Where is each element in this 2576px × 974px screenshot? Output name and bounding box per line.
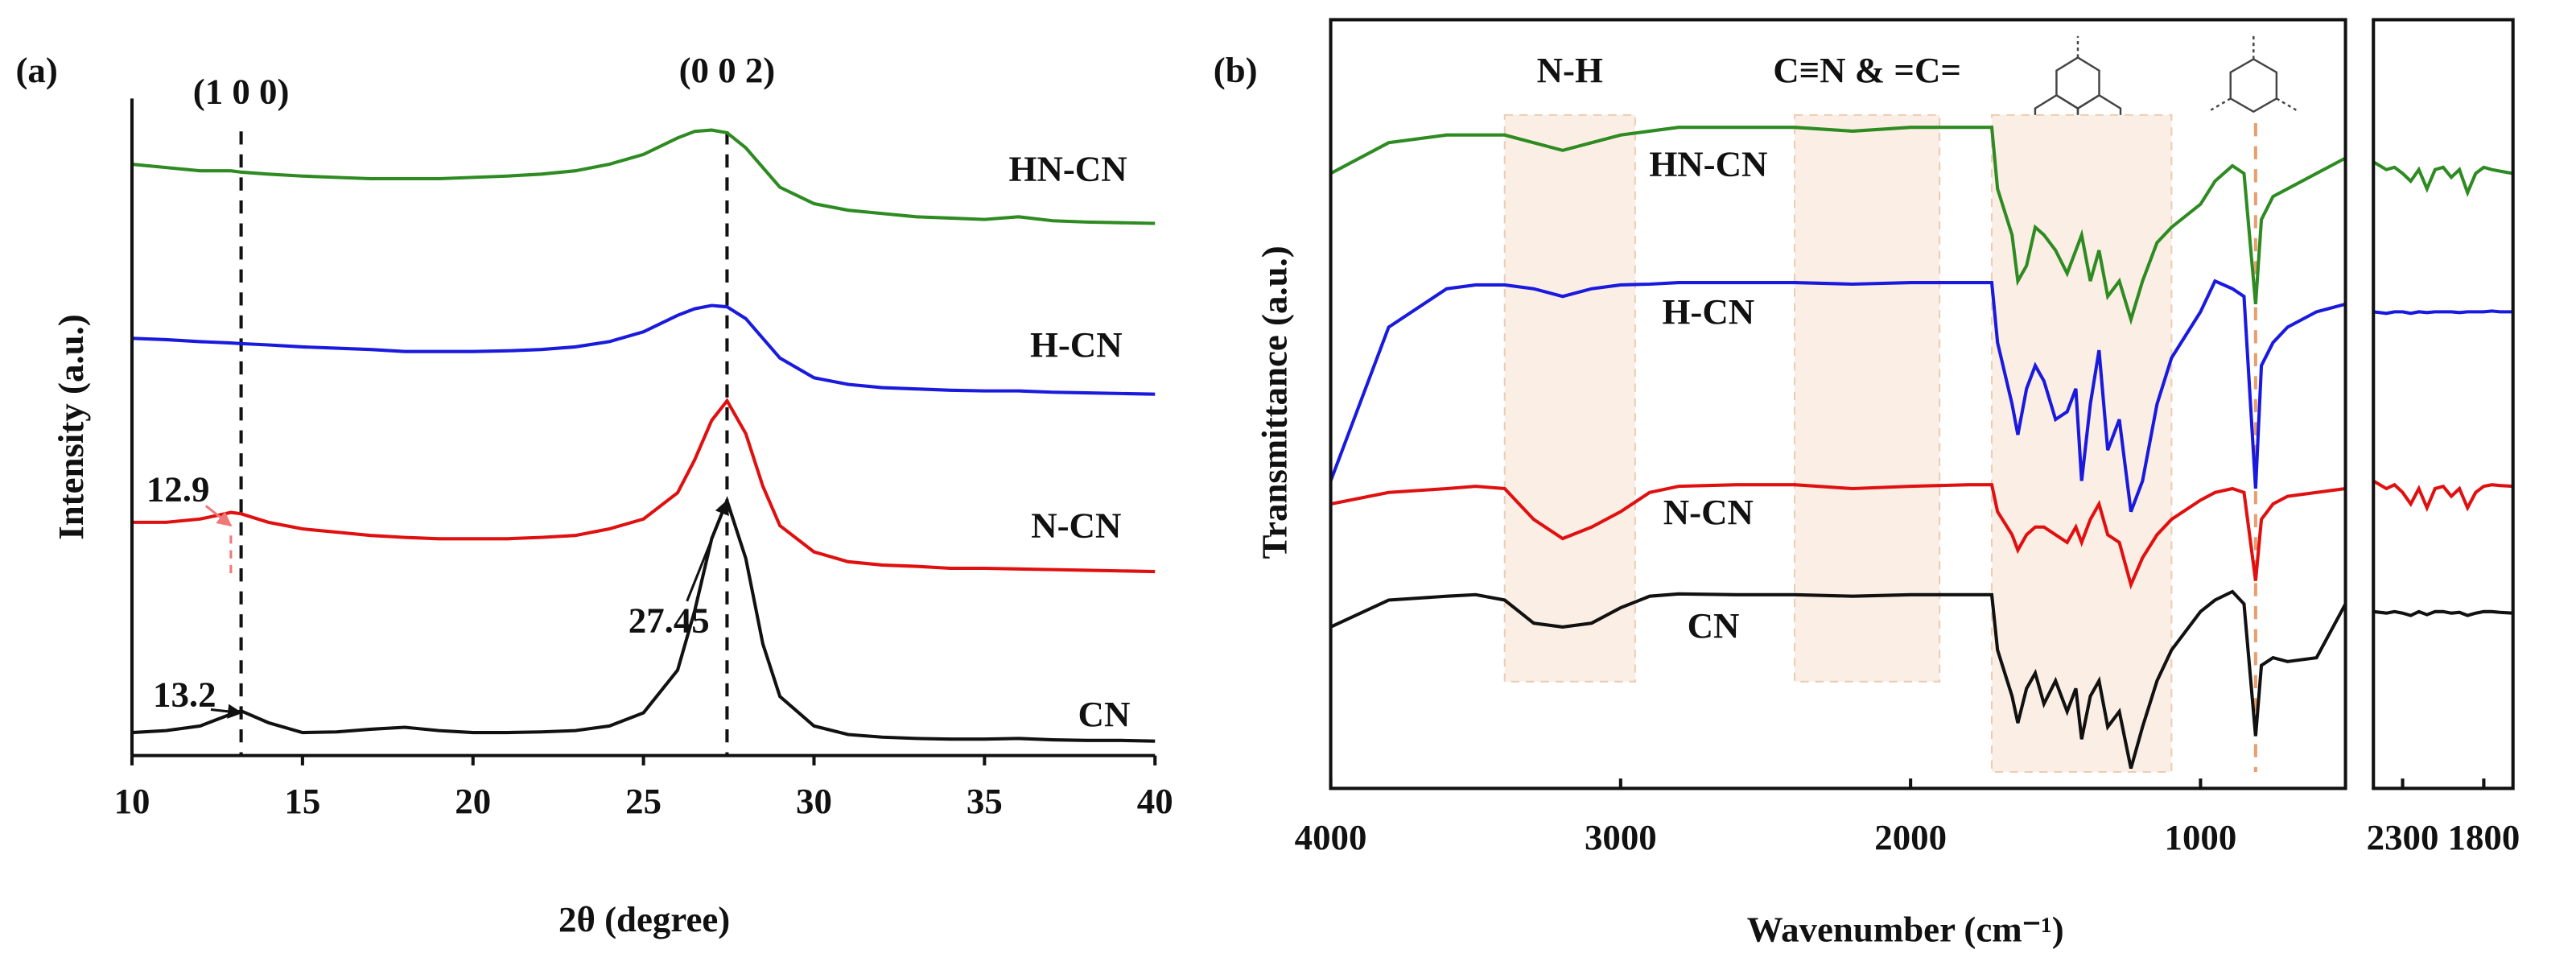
panel-label: (a) (15, 50, 57, 90)
peak-value: 27.45 (629, 600, 710, 641)
series-label: N-CN (1031, 505, 1121, 545)
band (1503, 113, 1636, 683)
frame (2372, 18, 2515, 790)
series-line (132, 398, 1156, 574)
series-line (2373, 309, 2513, 316)
series-line (131, 128, 1156, 225)
series-label: CN (1078, 694, 1131, 734)
x-tick-label: 40 (1137, 781, 1173, 821)
series-line (1330, 483, 2346, 590)
series-label: H-CN (1663, 291, 1755, 332)
series-label: HN-CN (1649, 143, 1767, 184)
x-tick-label: 2000 (1874, 817, 1947, 857)
x-tick-label: 4000 (1295, 817, 1367, 857)
series-label: CN (1688, 605, 1740, 646)
y-axis-title: Transmittance (a.u.) (1255, 246, 1295, 559)
series-line (131, 495, 1156, 743)
frame (1329, 18, 2347, 790)
band (1793, 113, 1941, 683)
y-axis-title: Intensity (a.u.) (51, 314, 91, 540)
series-line (2373, 609, 2513, 617)
series-label: H-CN (1030, 324, 1123, 365)
x-tick-label: 10 (114, 781, 150, 821)
x-tick-label: 3000 (1585, 817, 1657, 857)
arrow (210, 704, 243, 719)
series-line (131, 303, 1156, 396)
peak-label: (1 0 0) (193, 72, 290, 112)
series-line (2372, 160, 2514, 197)
peak-label: (0 0 2) (679, 50, 776, 90)
panel-label: (b) (1214, 50, 1258, 90)
arrow (204, 505, 233, 527)
series-label: HN-CN (1009, 149, 1127, 189)
x-tick-label: 35 (967, 781, 1003, 821)
series-line (1329, 589, 2347, 770)
arrow (686, 499, 729, 602)
band-label: N-H (1537, 50, 1603, 90)
series-label: N-CN (1663, 492, 1754, 532)
x-tick-label: 1000 (2165, 817, 2237, 857)
x-tick-label: 20 (455, 781, 491, 821)
x-tick-label: 25 (625, 781, 662, 821)
x-tick-label: 2300 (2367, 817, 2439, 857)
x-axis-title: Wavenumber (cm⁻¹) (1747, 909, 2064, 949)
x-tick-label: 1800 (2448, 817, 2520, 857)
peak-value: 12.9 (146, 468, 210, 509)
series-line (1329, 126, 2347, 325)
band-label: C≡N & =C= (1773, 50, 1961, 90)
series-line (1329, 279, 2347, 513)
x-tick-label: 30 (796, 781, 832, 821)
band (1990, 113, 2173, 774)
series-line (2372, 479, 2513, 513)
peak-value: 13.2 (153, 674, 216, 714)
x-axis-title: 2θ (degree) (558, 899, 730, 939)
triazine-icon (2210, 35, 2297, 113)
x-tick-label: 15 (284, 781, 320, 821)
